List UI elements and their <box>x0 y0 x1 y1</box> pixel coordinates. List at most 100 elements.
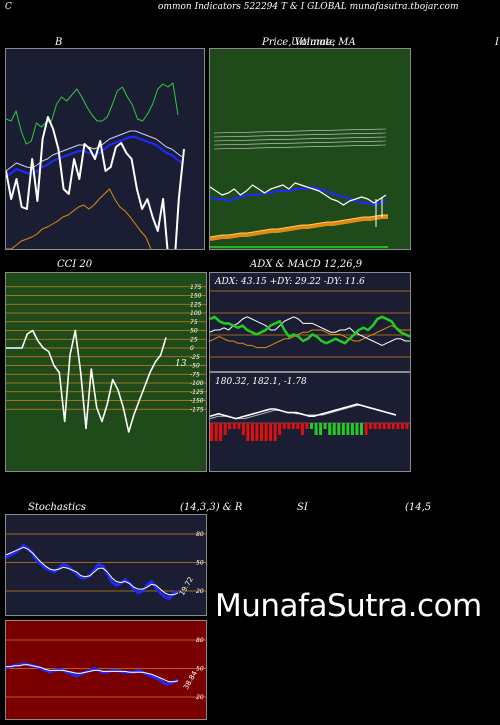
bollinger-panel <box>5 48 205 250</box>
price-ma-line <box>213 132 387 138</box>
cci-tick-label: -125 <box>190 389 204 396</box>
bb-green-line <box>6 82 179 145</box>
macd-histogram-bar <box>346 423 350 435</box>
macd-histogram-bar <box>282 423 286 429</box>
macd-histogram-bar <box>237 423 241 429</box>
price-title: Price, Volume, MA <box>262 37 356 48</box>
macd-histogram-bar <box>273 423 277 441</box>
macd-chart <box>210 403 410 441</box>
macd-histogram-bar <box>391 423 395 429</box>
mfi-tick-label: 80 <box>196 637 204 644</box>
macd-histogram-bar <box>210 423 213 441</box>
macd-histogram-bar <box>287 423 291 429</box>
macd-histogram-bar <box>300 423 304 435</box>
macd-histogram-bar <box>350 423 354 435</box>
macd-histogram-bar <box>250 423 254 441</box>
mfi-line <box>6 662 179 686</box>
macd-histogram-bar <box>369 423 373 429</box>
macd-histogram-bar <box>360 423 363 435</box>
adx-orange-line <box>210 325 410 349</box>
macd-histogram-bar <box>373 423 377 429</box>
mfi-tick-label: 50 <box>196 666 204 673</box>
adx-label: ADX: 43.15 +DY: 29.22 -DY: 11.6 <box>215 277 365 287</box>
adx-panel: ADX: 43.15 +DY: 29.22 -DY: 11.6 <box>209 272 411 372</box>
adx-white-line <box>210 316 410 346</box>
macd-histogram-bar <box>314 423 318 435</box>
macd-histogram-bar <box>305 423 309 429</box>
cci-line <box>6 329 167 433</box>
adx-macd-title: ADX & MACD 12,26,9 <box>250 259 363 270</box>
macd-histogram-bar <box>232 423 236 429</box>
macd-histogram-bar <box>332 423 336 435</box>
cci-tick-label: -175 <box>190 406 204 413</box>
macd-histogram-bar <box>396 423 400 429</box>
right-edge-title: I <box>495 37 499 48</box>
macd-histogram-bar <box>219 423 223 441</box>
macd-histogram-bar <box>319 423 323 435</box>
price-orange-edge <box>210 214 388 238</box>
cci-tick-label: 100 <box>190 310 202 317</box>
header-title: ommon Indicators 522294 T & I GLOBAL mun… <box>158 2 459 12</box>
macd-histogram-bar <box>223 423 227 435</box>
stochastics-title: Stochastics <box>28 502 86 513</box>
cci-tick-label: 0 <box>190 345 194 352</box>
macd-histogram-bar <box>255 423 259 441</box>
price-overlap-title: Ultimate <box>291 37 336 48</box>
stoch-d-line <box>6 546 179 596</box>
cci-tick-label: -100 <box>190 380 204 387</box>
macd-histogram-bar <box>310 423 313 429</box>
cci-value-label: 13 <box>175 359 187 369</box>
macd-histogram-bar <box>387 423 391 429</box>
adx-chart <box>210 290 410 358</box>
cci-panel: 175 150 125 100 75 50 25 0 -25 -50 -75 -100 -125 -150… <box>5 272 207 472</box>
price-blue-ma <box>210 186 387 206</box>
cci-tick-label: 25 <box>190 336 198 343</box>
price-orange-band <box>210 215 388 241</box>
macd-histogram-bar <box>405 423 409 429</box>
bollinger-title: B <box>55 37 63 48</box>
macd-line <box>210 403 397 420</box>
watermark: MunafaSutra.com <box>215 588 482 624</box>
si-params: (14,5 <box>405 502 432 513</box>
page-header: C ommon Indicators 522294 T & I GLOBAL m… <box>0 0 500 14</box>
stochastics-params: (14,3,3) & R <box>180 502 243 513</box>
macd-label: 180.32, 182.1, -1.78 <box>215 377 307 387</box>
bb-upper-line <box>6 130 183 172</box>
mfi-tick-label: 20 <box>196 694 204 701</box>
macd-histogram-bar <box>291 423 295 429</box>
cci-tick-label: -75 <box>190 371 200 378</box>
cci-tick-label: 50 <box>190 328 198 335</box>
price-ma-line <box>213 140 387 146</box>
stochastics-panel: 80 50 20 19.72 <box>5 514 207 616</box>
mfi-panel: 80 50 20 38.84 <box>5 620 207 720</box>
stoch-tick-label: 80 <box>196 531 204 538</box>
macd-histogram-bar <box>337 423 341 435</box>
macd-histogram-bar <box>382 423 386 429</box>
mfi-chart: 80 50 20 <box>6 637 206 701</box>
macd-histogram-bar <box>241 423 245 435</box>
price-panel <box>209 48 411 250</box>
bb-orange-line <box>6 188 152 249</box>
cci-tick-label: -25 <box>190 354 200 361</box>
macd-histogram-bar <box>400 423 404 429</box>
macd-histogram-bar <box>355 423 359 435</box>
macd-histogram-bar <box>341 423 345 435</box>
stoch-k-line <box>6 543 179 601</box>
cci-title: CCI 20 <box>57 259 93 270</box>
macd-histogram-bar <box>296 423 300 429</box>
macd-histogram-bar <box>323 423 327 429</box>
bollinger-chart <box>6 82 185 249</box>
macd-histogram-bar <box>260 423 263 441</box>
si-title: SI <box>297 502 308 513</box>
bb-price-line <box>6 116 185 249</box>
price-line <box>210 182 387 206</box>
price-ma-line <box>213 128 387 134</box>
stoch-tick-label: 20 <box>196 588 204 595</box>
macd-histogram-bar <box>378 423 382 429</box>
macd-histogram-bar <box>328 423 332 435</box>
macd-histogram-bar <box>278 423 282 435</box>
cci-tick-label: -50 <box>190 363 200 370</box>
macd-histogram-bar <box>214 423 218 441</box>
macd-panel: 180.32, 182.1, -1.78 <box>209 372 411 472</box>
